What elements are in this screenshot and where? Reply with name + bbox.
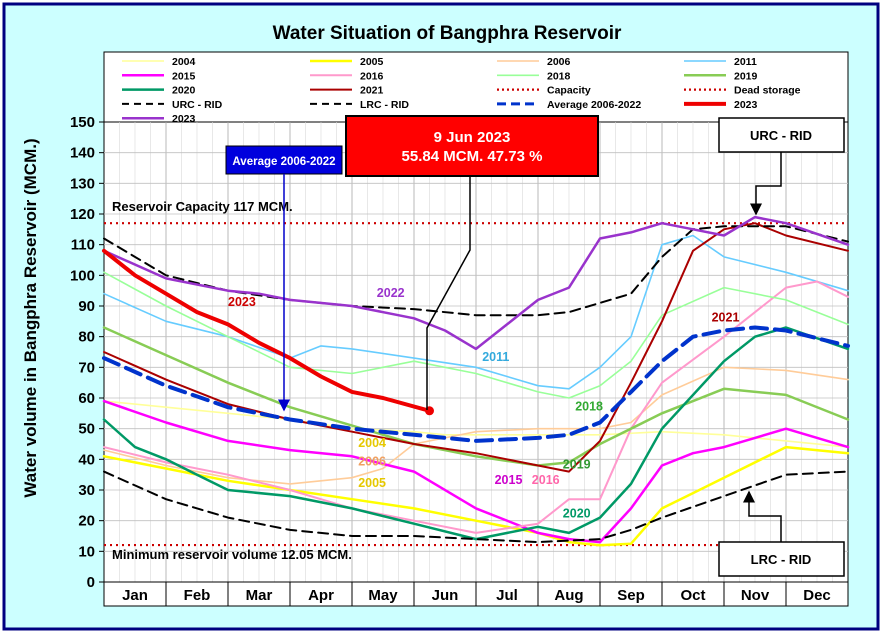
legend-label: 2018: [547, 70, 571, 82]
lrc-callout: LRC - RID: [718, 490, 845, 577]
series-label: 2005: [358, 476, 386, 490]
y-tick-label: 70: [78, 359, 95, 376]
legend-label: 2019: [734, 70, 758, 82]
urc-callout: URC - RID: [718, 117, 845, 216]
series-label: 2018: [575, 399, 603, 413]
legend-label: LRC - RID: [360, 99, 409, 111]
y-tick-label: 60: [78, 390, 95, 407]
y-tick-label: 30: [78, 482, 95, 499]
x-tick-label: Jan: [122, 587, 148, 604]
x-tick-label: Apr: [308, 587, 334, 604]
current-date: 9 Jun 2023: [434, 129, 511, 146]
series-label: 2015: [495, 473, 523, 487]
current-leader-line: [426, 176, 471, 410]
lrc-box-label: LRC - RID: [751, 552, 812, 567]
urc-arrow: [750, 152, 782, 216]
series-label: 2022: [377, 286, 405, 300]
series-line: [102, 326, 850, 467]
legend-label: Average 2006-2022: [547, 99, 641, 111]
y-tick-label: 100: [70, 267, 95, 284]
average-callout: Average 2006-2022: [225, 145, 343, 412]
urc-box-label: URC - RID: [750, 128, 812, 143]
legend-label: 2006: [547, 56, 571, 68]
series-line: [102, 445, 850, 547]
legend-label: Dead storage: [734, 85, 801, 97]
legend-label: 2011: [734, 56, 757, 68]
current-volume: 55.84 MCM. 47.73 %: [402, 148, 543, 165]
series-line: [103, 271, 849, 399]
x-tick-label: Mar: [246, 587, 273, 604]
series-lines: [102, 215, 850, 547]
series-line: [103, 225, 849, 317]
series-line: [102, 399, 850, 544]
series-line: [103, 470, 849, 544]
series-line: [102, 325, 850, 443]
x-tick-label: Jun: [432, 587, 459, 604]
x-tick-label: Dec: [803, 587, 831, 604]
reference-lines: Reservoir Capacity 117 MCM. Minimum reser…: [104, 199, 848, 562]
x-tick-label: Oct: [680, 587, 705, 604]
series-line: [103, 400, 849, 448]
legend-label: 2005: [360, 56, 384, 68]
y-tick-label: 150: [70, 114, 95, 131]
legend-label: 2021: [360, 85, 384, 97]
average-box-label: Average 2006-2022: [232, 156, 335, 168]
series-label: 2006: [358, 454, 386, 468]
y-tick-label: 10: [78, 543, 95, 560]
reference-label: Reservoir Capacity 117 MCM.: [112, 199, 293, 214]
series-label: 2021: [712, 310, 740, 324]
y-tick-label: 20: [78, 513, 95, 530]
series-label: 2016: [532, 473, 560, 487]
y-tick-label: 110: [71, 237, 95, 254]
y-tick-label: 90: [78, 298, 95, 315]
x-tick-label: Feb: [184, 587, 211, 604]
x-tick-label: Aug: [554, 587, 583, 604]
x-tick-label: May: [368, 587, 398, 604]
legend-label: Capacity: [547, 85, 591, 97]
y-axis-label: Water volume in Bangphra Reservoir (MCM.…: [21, 138, 40, 497]
series-line: [102, 248, 432, 413]
y-tick-label: 50: [78, 421, 95, 438]
series-label: 2019: [563, 458, 591, 472]
series-labels: 2004 2006 2005 2022 2023 2011 2018 2019 2015 2016…: [228, 286, 739, 521]
y-tick-label: 140: [70, 145, 95, 162]
series-line: [102, 326, 850, 541]
current-value-callout: 9 Jun 2023 55.84 MCM. 47.73 %: [345, 115, 599, 410]
y-tick-label: 0: [87, 574, 95, 591]
legend-label: 2016: [360, 70, 384, 82]
legend-label: 2015: [172, 70, 196, 82]
legend-label: URC - RID: [172, 99, 223, 111]
y-tick-label: 80: [78, 329, 95, 346]
reference-label: Minimum reservoir volume 12.05 MCM.: [112, 547, 352, 562]
legend-label: 2020: [172, 85, 196, 97]
series-label: 2011: [482, 350, 509, 364]
series-label: 2004: [358, 436, 386, 450]
current-value-box: [345, 115, 599, 177]
legend-label: 2023: [734, 99, 758, 111]
y-tick-label: 40: [78, 451, 95, 468]
y-tick-label: 120: [70, 206, 95, 223]
legend: 2004 2005 2006 2011 2015 2016 2018 2019 2020 2021…: [122, 56, 801, 125]
series-label: 2023: [228, 295, 256, 309]
series-label: 2020: [563, 507, 591, 521]
lrc-arrow: [743, 490, 782, 542]
lrc-box: [718, 541, 845, 577]
series-line: [103, 280, 849, 534]
average-box: [225, 145, 343, 175]
legend-box: [103, 51, 849, 123]
x-tick-label: Nov: [741, 587, 770, 604]
y-tick-label: 130: [70, 175, 95, 192]
x-tick-label: Jul: [496, 587, 518, 604]
series-line: [102, 215, 850, 351]
chart-title: Water Situation of Bangphra Reservoir: [273, 23, 622, 44]
legend-label: 2004: [172, 56, 196, 68]
axes: 0 10 20 30 40 50 60 70 80 90 100 110 120 130 140 150 Jan…: [70, 114, 849, 607]
x-tick-label: Sep: [617, 587, 645, 604]
